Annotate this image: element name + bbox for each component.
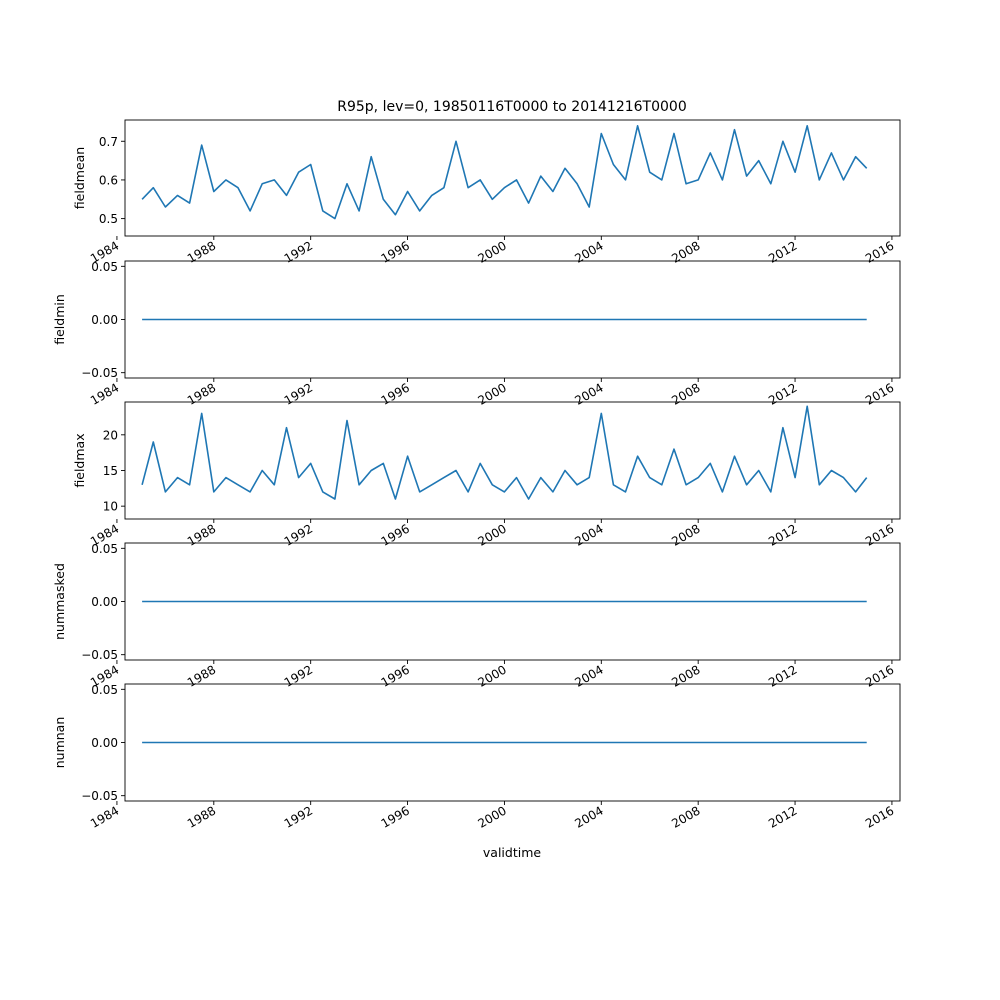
- fieldmean-xtick-label: 1996: [379, 238, 412, 265]
- fieldmin-ytick-label: 0.05: [91, 260, 118, 274]
- fieldmean-xtick-label: 2012: [766, 238, 799, 265]
- numnan-xtick-label: 1992: [282, 803, 315, 830]
- nummasked-xtick-label: 2008: [669, 662, 702, 689]
- fieldmean-axes-frame: [124, 119, 901, 237]
- fieldmean-xtick-label: 1988: [185, 238, 218, 265]
- fieldmax-xtick-label: 2016: [863, 521, 896, 548]
- fieldmax-ytick-label: 15: [103, 464, 118, 478]
- fieldmean-ytick-label: 0.6: [99, 173, 118, 187]
- nummasked-xtick-label: 2004: [572, 662, 605, 689]
- fieldmin-ytick-label: −0.05: [81, 366, 118, 380]
- fieldmax-xtick-label: 2012: [766, 521, 799, 548]
- nummasked-ytick-label: 0.05: [91, 542, 118, 556]
- fieldmax-xtick-label: 2008: [669, 521, 702, 548]
- fieldmax-ytick-label: 10: [103, 500, 118, 514]
- numnan-xtick-label: 2000: [475, 803, 508, 830]
- fieldmin-xtick-label: 2012: [766, 380, 799, 407]
- numnan-xtick-label: 1996: [379, 803, 412, 830]
- fieldmax-axes-frame: [124, 401, 901, 520]
- fieldmean-y-axis-label: fieldmean: [72, 147, 87, 209]
- fieldmin-xtick-label: 1996: [379, 380, 412, 407]
- fieldmax-series-line: [141, 405, 868, 500]
- fieldmean-xtick-label: 1992: [282, 238, 315, 265]
- fieldmax-y-axis-label: fieldmax: [72, 433, 87, 487]
- nummasked-ytick-label: 0.00: [91, 595, 118, 609]
- fieldmin-ytick-label: 0.00: [91, 313, 118, 327]
- fieldmin-y-axis-label: fieldmin: [52, 294, 67, 345]
- fieldmean-ytick-label: 0.5: [99, 212, 118, 226]
- fieldmean-xtick-label: 2008: [669, 238, 702, 265]
- fieldmax-xtick-label: 1988: [185, 521, 218, 548]
- numnan-xtick-label: 1988: [185, 803, 218, 830]
- fieldmean-xtick-label: 2016: [863, 238, 896, 265]
- numnan-xtick-label: 2004: [572, 803, 605, 830]
- fieldmin-xtick-label: 2000: [475, 380, 508, 407]
- fieldmin-xtick-label: 2016: [863, 380, 896, 407]
- numnan-ytick-label: −0.05: [81, 789, 118, 803]
- fieldmean-xtick-label: 2000: [475, 238, 508, 265]
- subplot-numnan: −0.05 0.00 0.05 1984 1988 1992 1996 2000 2004 200…: [52, 683, 901, 831]
- numnan-y-axis-label: numnan: [52, 717, 67, 769]
- nummasked-xtick-label: 1988: [185, 662, 218, 689]
- fieldmin-xtick-label: 1984: [88, 380, 121, 407]
- fieldmin-xtick-label: 2008: [669, 380, 702, 407]
- fieldmean-ytick-label: 0.7: [99, 135, 118, 149]
- numnan-xtick-label: 1984: [88, 803, 121, 830]
- numnan-ytick-label: 0.05: [91, 683, 118, 697]
- numnan-xtick-label: 2016: [863, 803, 896, 830]
- nummasked-xtick-label: 2016: [863, 662, 896, 689]
- chart-title: R95p, lev=0, 19850116T0000 to 20141216T0…: [337, 99, 687, 115]
- numnan-xtick-label: 2012: [766, 803, 799, 830]
- fieldmin-xtick-label: 2004: [572, 380, 605, 407]
- fieldmax-xtick-label: 2000: [475, 521, 508, 548]
- nummasked-xtick-label: 1996: [379, 662, 412, 689]
- nummasked-xtick-label: 1992: [282, 662, 315, 689]
- nummasked-xtick-label: 2012: [766, 662, 799, 689]
- nummasked-y-axis-label: nummasked: [52, 563, 67, 640]
- fieldmean-xtick-label: 2004: [572, 238, 605, 265]
- nummasked-ytick-label: −0.05: [81, 648, 118, 662]
- nummasked-xtick-label: 2000: [475, 662, 508, 689]
- fieldmax-xtick-label: 1996: [379, 521, 412, 548]
- fieldmax-xtick-label: 2004: [572, 521, 605, 548]
- fieldmin-xtick-label: 1992: [282, 380, 315, 407]
- subplot-fieldmin: −0.05 0.00 0.05 1984 1988 1992 1996 2000 2004 200…: [52, 260, 901, 408]
- fieldmax-ytick-label: 20: [103, 428, 118, 442]
- fieldmean-series-line: [141, 125, 868, 220]
- numnan-xtick-label: 2008: [669, 803, 702, 830]
- fieldmax-xtick-label: 1992: [282, 521, 315, 548]
- numnan-ytick-label: 0.00: [91, 736, 118, 750]
- fieldmin-xtick-label: 1988: [185, 380, 218, 407]
- x-axis-label: validtime: [483, 845, 541, 860]
